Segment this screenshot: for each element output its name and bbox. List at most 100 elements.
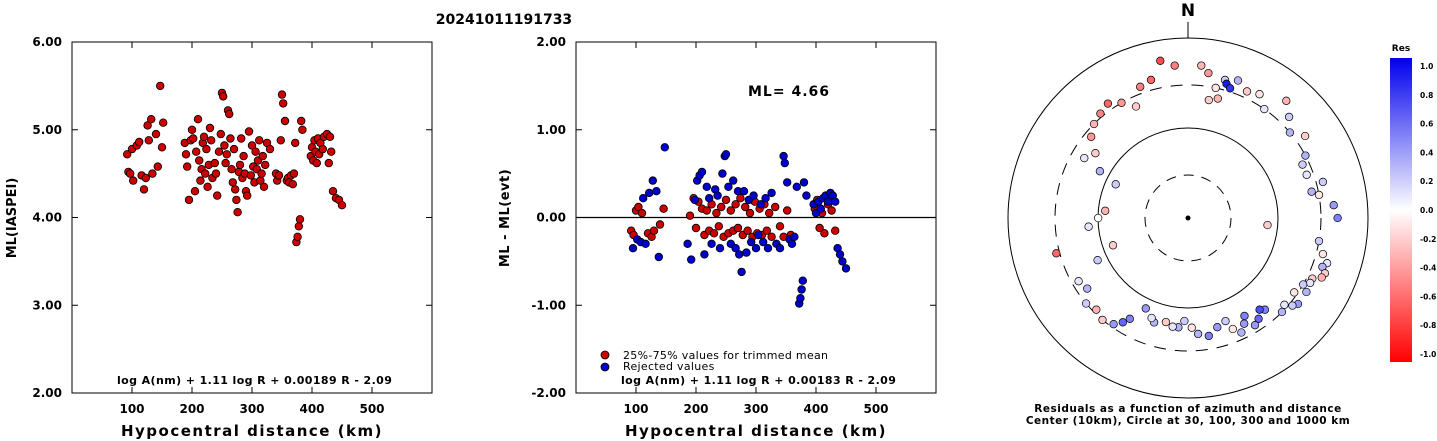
colorbar-tick-label: -1.0 — [1420, 350, 1436, 359]
data-point — [276, 136, 285, 145]
y-tick-label: 5.00 — [32, 123, 62, 137]
data-point — [230, 185, 240, 194]
station-point — [1329, 201, 1338, 210]
data-point — [816, 204, 825, 213]
data-point — [188, 134, 198, 143]
caption-line-1: Residuals as a function of azimuth and d… — [1034, 403, 1341, 415]
station-point — [1255, 90, 1264, 99]
data-point — [705, 193, 714, 203]
data-point — [783, 206, 792, 215]
data-point — [747, 237, 756, 247]
data-points — [627, 143, 851, 308]
data-point — [259, 182, 269, 191]
station-point — [1240, 319, 1249, 328]
data-point — [815, 223, 824, 233]
x-tick-label: 200 — [179, 402, 204, 416]
data-point — [235, 160, 245, 170]
station-point — [1136, 82, 1145, 91]
data-point — [700, 250, 709, 259]
data-point — [783, 178, 792, 187]
colorbar-tick-label: -0.2 — [1420, 235, 1436, 244]
legend-label-rejected: Rejected values — [623, 360, 715, 373]
station-point — [1193, 329, 1203, 339]
station-point — [1204, 95, 1213, 105]
colorbar-tick-label: -0.6 — [1420, 292, 1436, 301]
colorbar-tick-label: 1.0 — [1420, 62, 1433, 71]
epicenter-dot — [1185, 215, 1191, 221]
legend-label-trimmed: 25%-75% values for trimmed mean — [623, 349, 828, 362]
station-point — [1333, 213, 1342, 223]
station-point — [1288, 301, 1297, 310]
station-point — [1087, 132, 1096, 141]
station-point — [1233, 76, 1243, 85]
x-tick-label: 100 — [119, 402, 144, 416]
data-point — [634, 202, 643, 212]
station-point — [1103, 99, 1113, 108]
data-point — [762, 226, 771, 235]
station-point — [1131, 102, 1141, 111]
station-point — [1255, 305, 1264, 314]
station-point — [1084, 222, 1093, 231]
data-point — [717, 202, 726, 212]
station-point — [1277, 307, 1287, 317]
data-point — [780, 158, 789, 168]
data-point — [652, 186, 661, 196]
data-point — [737, 267, 746, 277]
data-point — [645, 188, 654, 198]
station-point — [1109, 320, 1118, 329]
data-point — [228, 178, 237, 187]
y-tick-label: -2.00 — [531, 386, 566, 400]
data-point — [707, 239, 716, 248]
data-point — [648, 176, 657, 185]
station-point — [1260, 104, 1269, 114]
data-point — [229, 144, 239, 154]
data-point — [155, 81, 165, 91]
data-point — [295, 215, 305, 224]
data-point — [759, 237, 768, 247]
data-point — [187, 125, 197, 134]
station-point — [1305, 278, 1315, 288]
data-point — [143, 121, 152, 130]
data-point — [251, 147, 260, 156]
station-point — [1211, 83, 1220, 93]
residual-colorbar: Res 1.0 0.8 0.6 0.4 0.2 0.0 -0.2 -0.4 -0.6 -0.8 -1… — [1390, 44, 1436, 362]
data-point — [715, 243, 725, 253]
data-point — [743, 226, 752, 235]
data-point — [151, 129, 161, 139]
data-point — [258, 151, 267, 161]
data-point — [211, 169, 221, 178]
station-point — [1302, 287, 1311, 297]
x-tick-label: 500 — [863, 402, 888, 416]
data-point — [200, 169, 210, 178]
data-point — [226, 134, 235, 143]
data-point — [654, 252, 663, 262]
station-point — [1228, 324, 1237, 334]
formula-label: log A(nm) + 1.11 log R + 0.00183 R - 2.0… — [621, 374, 896, 387]
y-tick-label: 4.00 — [32, 211, 62, 225]
station-point — [1282, 96, 1291, 105]
station-point — [1213, 323, 1222, 332]
circle-30km — [1144, 174, 1232, 262]
data-point — [659, 204, 668, 213]
data-point — [767, 232, 776, 241]
data-point — [212, 191, 222, 200]
data-point — [742, 248, 751, 257]
data-point — [685, 211, 695, 220]
station-point — [1242, 87, 1252, 96]
data-point — [775, 243, 785, 253]
data-point — [735, 250, 744, 259]
station-point — [1096, 109, 1105, 118]
data-point — [802, 191, 811, 200]
data-point — [736, 193, 745, 203]
data-point — [218, 92, 228, 101]
x-tick-label: 200 — [683, 402, 708, 416]
station-point — [1237, 328, 1246, 337]
data-point — [247, 141, 257, 150]
station-point — [1101, 206, 1110, 215]
station-point — [1318, 177, 1328, 187]
station-point — [1125, 314, 1134, 323]
data-point — [761, 193, 770, 203]
data-point — [779, 151, 788, 161]
data-point — [206, 136, 216, 145]
data-point — [196, 176, 205, 185]
